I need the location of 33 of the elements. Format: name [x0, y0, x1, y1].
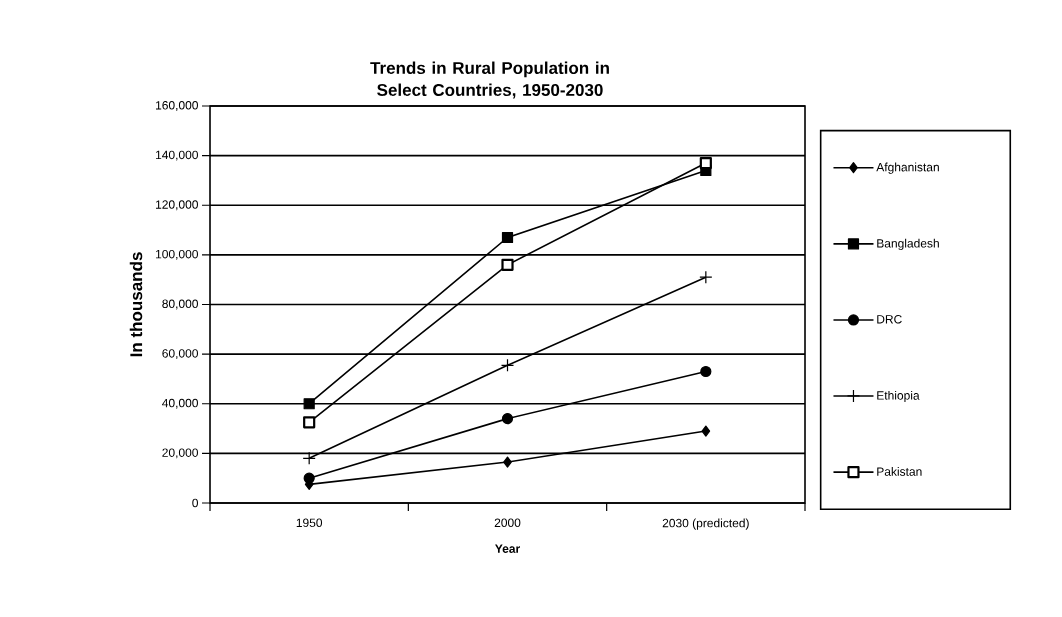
point	[503, 456, 512, 468]
point	[303, 416, 316, 429]
point	[303, 398, 315, 410]
point	[501, 413, 514, 425]
y-tick-label: 140,000	[156, 150, 198, 161]
x-axis-title: Year	[495, 544, 520, 553]
y-tick-label: 160,000	[156, 101, 198, 111]
point	[699, 156, 712, 170]
x-tick-label: 2000	[494, 518, 521, 528]
point	[501, 258, 514, 271]
point	[700, 365, 712, 378]
point	[302, 451, 316, 465]
y-tick-label: 60,000	[162, 349, 199, 360]
legend-label: DRC	[877, 315, 902, 324]
point	[303, 472, 315, 484]
chart-title: Trends in Rural Population in Select Countries, 1950-2030	[370, 61, 609, 99]
point	[500, 358, 515, 372]
x-tick-label: 2030 (predicted)	[662, 518, 749, 530]
y-tick-label: 40,000	[162, 398, 199, 409]
y-tick-label: 120,000	[156, 200, 198, 211]
x-tick-label: 1950	[296, 518, 323, 528]
legend-label: Ethiopia	[877, 390, 920, 403]
y-tick-label: 100,000	[156, 249, 198, 260]
point	[501, 231, 514, 244]
legend-label: Afghanistan	[876, 162, 939, 174]
legend-label: Bangladesh	[877, 238, 939, 250]
y-axis-title: In thousands	[129, 252, 143, 357]
legend-label: Pakistan	[877, 467, 922, 476]
y-tick-label: 80,000	[162, 299, 199, 310]
y-tick-label: 20,000	[162, 448, 199, 459]
point	[701, 425, 711, 437]
point	[699, 270, 713, 284]
y-tick-label: 0	[192, 498, 199, 508]
